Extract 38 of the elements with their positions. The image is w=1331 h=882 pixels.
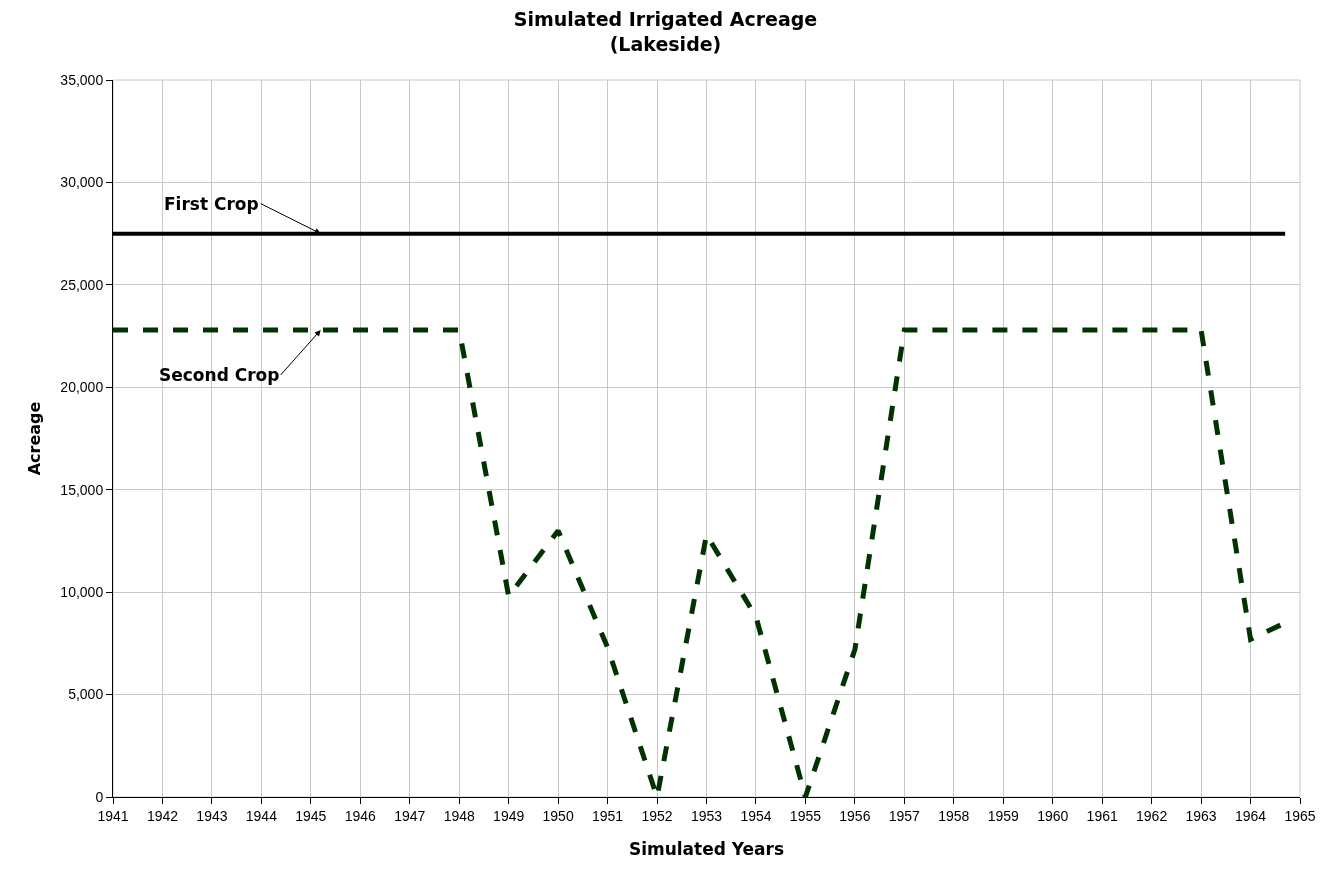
x-tick-label: 1958 <box>938 807 970 824</box>
series-label: First Crop <box>164 194 259 214</box>
x-tick-label: 1945 <box>295 807 327 824</box>
x-tick-label: 1950 <box>542 807 574 824</box>
y-axis-title: Acreage <box>25 401 45 476</box>
x-tick-label: 1965 <box>1284 807 1316 824</box>
y-tick-label: 20,000 <box>60 379 104 396</box>
x-tick-label: 1953 <box>690 807 723 824</box>
x-tick-label: 1941 <box>97 807 129 824</box>
y-tick-label: 0 <box>95 788 104 805</box>
y-tick-label: 25,000 <box>60 276 104 293</box>
x-tick-label: 1944 <box>245 807 278 824</box>
x-tick-label: 1951 <box>592 807 624 824</box>
x-tick-label: 1955 <box>789 807 822 824</box>
x-tick-label: 1946 <box>344 807 377 824</box>
x-tick-label: 1960 <box>1037 807 1069 824</box>
x-tick-label: 1961 <box>1086 807 1118 824</box>
x-tick-label: 1956 <box>839 807 871 824</box>
x-tick-label: 1959 <box>987 807 1020 824</box>
x-tick-label: 1954 <box>740 807 772 824</box>
x-tick-label: 1962 <box>1136 807 1168 824</box>
text: Second Crop <box>159 365 280 385</box>
x-tick-label: 1948 <box>443 807 475 824</box>
x-tick-label: 1942 <box>146 807 179 824</box>
y-tick-label: 35,000 <box>60 71 104 88</box>
x-tick-label: 1964 <box>1234 807 1267 824</box>
x-axis-title: Simulated Years <box>628 839 785 860</box>
chart-title: Simulated Irrigated Acreage (Lakeside) <box>513 8 818 56</box>
y-tick-label: 30,000 <box>60 174 104 191</box>
y-tick-label: 15,000 <box>60 481 104 498</box>
x-tick-label: 1947 <box>394 807 426 824</box>
x-tick-label: 1943 <box>196 807 228 824</box>
y-tick-label: 5,000 <box>68 686 104 703</box>
x-tick-label: 1952 <box>641 807 673 824</box>
x-tick-label: 1957 <box>888 807 921 824</box>
y-tick-label: 10,000 <box>60 584 104 601</box>
x-tick-label: 1949 <box>493 807 525 824</box>
x-tick-label: 1963 <box>1185 807 1217 824</box>
